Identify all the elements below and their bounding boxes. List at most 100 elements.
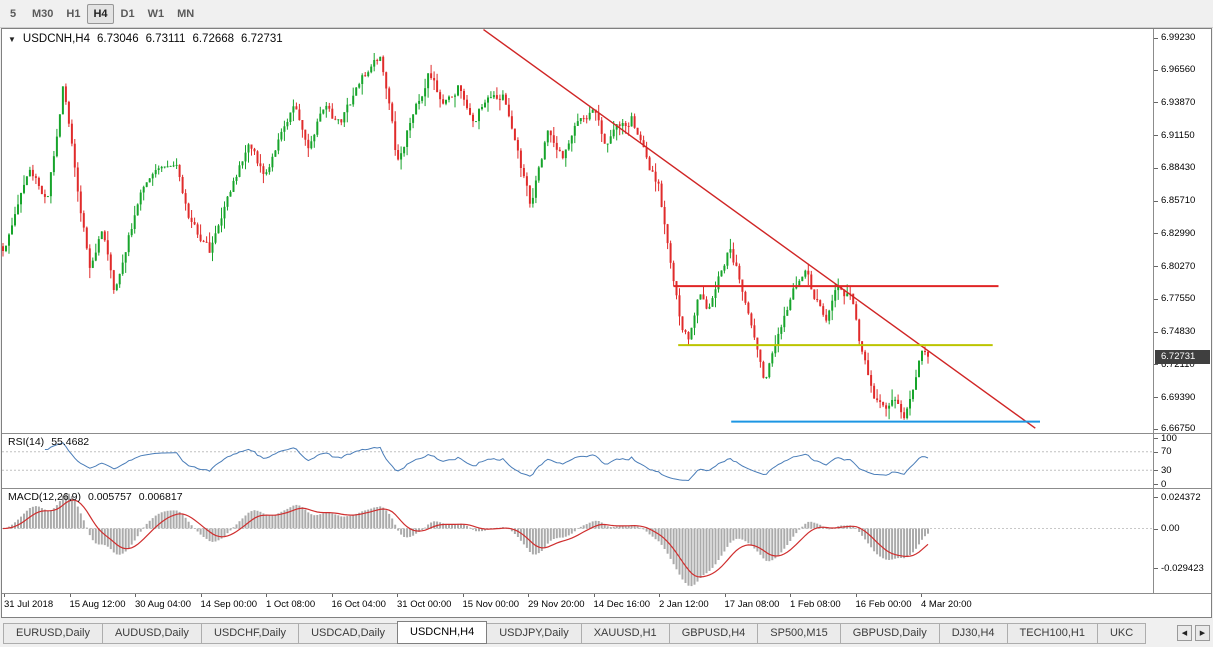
timeframe-button-w1[interactable]: W1: [147, 7, 165, 20]
timeframe-button-h4[interactable]: H4: [87, 3, 114, 24]
time-tick-label: 14 Sep 00:00: [200, 599, 258, 610]
axis-tick-label: 70: [1161, 446, 1172, 458]
chart-tab-gbpusd-daily[interactable]: GBPUSD,Daily: [839, 623, 940, 644]
macd-axis[interactable]: 0.024372 0.00 -0.029423: [1153, 489, 1211, 593]
axis-tick-label: 6.85710: [1161, 195, 1196, 206]
chart-tab-usdjpy-daily[interactable]: USDJPY,Daily: [486, 623, 582, 644]
axis-tick-label: 6.69390: [1161, 391, 1196, 403]
rsi-canvas[interactable]: [2, 434, 1154, 488]
axis-tick-mark: [1154, 438, 1158, 439]
tabs-scroll-right-button[interactable]: ▶: [1195, 625, 1210, 641]
axis-tick-label: 30: [1161, 464, 1172, 476]
panel-splitter[interactable]: [2, 593, 1211, 594]
timeframe-button-5[interactable]: 5: [9, 7, 17, 20]
price-panel: ▼ USDCNH,H4 6.73046 6.73111 6.72668 6.72…: [2, 29, 1211, 435]
axis-tick-label: 6.99230: [1161, 32, 1196, 44]
time-tick-mark: [200, 594, 202, 597]
axis-tick-mark: [1154, 233, 1158, 235]
axis-tick-mark: [1154, 397, 1158, 398]
time-tick-label: 1 Feb 08:00: [790, 599, 841, 610]
axis-tick-mark: [1154, 266, 1158, 267]
axis-tick-mark: [1154, 364, 1158, 366]
ohlc-low-value: 6.72668: [192, 33, 235, 45]
timeframe-button-d1[interactable]: D1: [120, 7, 135, 20]
price-axis[interactable]: 6.72731 6.99230 6.96560 6.93870 6.91150 6.88…: [1153, 29, 1211, 435]
time-axis[interactable]: 31 Jul 2018 15 Aug 12:00 30 Aug 04:00 14 Se…: [2, 594, 1211, 617]
axis-tick-mark: [1154, 470, 1158, 472]
chart-tab-ukc[interactable]: UKC: [1096, 623, 1147, 644]
chart-frame: ▼ USDCNH,H4 6.73046 6.73111 6.72668 6.72…: [1, 28, 1212, 618]
timeframe-button-h1[interactable]: H1: [66, 7, 81, 20]
time-tick-mark: [921, 594, 922, 597]
left-arrow-icon: ◀: [1181, 630, 1188, 637]
time-tick-mark: [331, 594, 333, 597]
axis-tick-mark: [1154, 484, 1158, 485]
time-tick-label: 29 Nov 20:00: [528, 599, 585, 610]
axis-tick-label: 6.66750: [1161, 423, 1196, 435]
macd-panel: MACD(12,26,9) 0.005757 0.006817 0.024372…: [2, 489, 1211, 593]
chart-tabbar: EURUSD,Daily AUDUSD,Daily USDCHF,Daily USDC…: [0, 618, 1213, 647]
current-price-badge: 6.72731: [1155, 349, 1210, 364]
macd-canvas[interactable]: [2, 489, 1154, 593]
rsi-axis[interactable]: 100 70 30 0: [1153, 433, 1211, 490]
time-tick-mark: [724, 594, 726, 597]
axis-tick-label: 6.88430: [1161, 162, 1196, 174]
chart-tab-gbpusd-h4[interactable]: GBPUSD,H4: [668, 623, 759, 644]
time-tick-mark: [135, 594, 136, 597]
time-tick-label: 16 Oct 04:00: [331, 599, 386, 610]
time-tick-label: 31 Oct 00:00: [397, 599, 452, 610]
chart-tab-eurusd-daily[interactable]: EURUSD,Daily: [3, 623, 103, 644]
axis-tick-label: 6.80270: [1161, 260, 1196, 272]
timeframe-button-mn[interactable]: MN: [177, 7, 195, 20]
axis-tick-label: -0.029423: [1161, 562, 1204, 574]
chart-tab-xauusd-h1[interactable]: XAUUSD,H1: [580, 623, 670, 644]
rsi-value: 55.4682: [51, 436, 90, 448]
axis-tick-label: 0: [1161, 478, 1167, 490]
right-arrow-icon: ▶: [1199, 630, 1206, 637]
chart-tab-sp500-m15[interactable]: SP500,M15: [757, 623, 841, 644]
rsi-name: RSI(14): [8, 436, 45, 448]
chart-dropdown-icon[interactable]: ▼: [8, 34, 16, 44]
macd-name: MACD(12,26,9): [8, 491, 81, 503]
axis-tick-mark: [1154, 451, 1158, 453]
time-tick-mark: [593, 594, 595, 597]
rsi-label: RSI(14) 55.4682: [8, 436, 89, 448]
axis-tick-label: 0.024372: [1161, 491, 1201, 503]
time-tick-label: 30 Aug 04:00: [135, 599, 191, 610]
macd-main-value: 0.005757: [87, 491, 132, 503]
time-tick-mark: [855, 594, 857, 597]
time-tick-mark: [4, 594, 5, 597]
time-tick-label: 31 Jul 2018: [4, 599, 54, 610]
descending-trendline[interactable]: [483, 29, 1036, 429]
price-chart-canvas[interactable]: [2, 29, 1154, 433]
tabs-scroll-left-button[interactable]: ◀: [1177, 625, 1192, 641]
chart-tab-usdcad-daily[interactable]: USDCAD,Daily: [298, 623, 399, 644]
timeframe-button-m30[interactable]: M30: [32, 7, 54, 20]
time-tick-label: 14 Dec 16:00: [593, 599, 651, 610]
axis-tick-label: 6.82990: [1161, 227, 1196, 239]
chart-tab-audusd-daily[interactable]: AUDUSD,Daily: [101, 623, 202, 644]
panel-splitter[interactable]: [2, 433, 1211, 434]
axis-tick-mark: [1154, 568, 1158, 570]
axis-tick-label: 6.93870: [1161, 96, 1196, 108]
time-tick-mark: [462, 594, 464, 597]
chart-tab-dj30-h4[interactable]: DJ30,H4: [938, 623, 1008, 644]
axis-tick-label: 6.77550: [1161, 293, 1196, 305]
chart-tabbar-tabs: EURUSD,Daily AUDUSD,Daily USDCHF,Daily USDC…: [3, 620, 1173, 644]
time-tick-label: 16 Feb 00:00: [855, 599, 912, 610]
axis-tick-label: 0.00: [1161, 523, 1180, 534]
time-tick-label: 15 Aug 12:00: [69, 599, 126, 610]
axis-tick-mark: [1154, 102, 1158, 104]
time-tick-mark: [659, 594, 660, 597]
axis-tick-mark: [1154, 167, 1158, 169]
chart-tab-usdchf-daily[interactable]: USDCHF,Daily: [200, 623, 300, 644]
chart-tab-tech100-h1[interactable]: TECH100,H1: [1006, 623, 1098, 644]
axis-tick-label: 6.74830: [1161, 326, 1196, 337]
axis-tick-mark: [1154, 298, 1158, 300]
chart-tab-usdcnh-h4[interactable]: USDCNH,H4: [397, 621, 488, 644]
time-tick-mark: [69, 594, 71, 597]
chart-title: ▼ USDCNH,H4 6.73046 6.73111 6.72668 6.72…: [8, 33, 283, 45]
panel-splitter[interactable]: [2, 488, 1211, 489]
axis-tick-mark: [1154, 200, 1158, 202]
